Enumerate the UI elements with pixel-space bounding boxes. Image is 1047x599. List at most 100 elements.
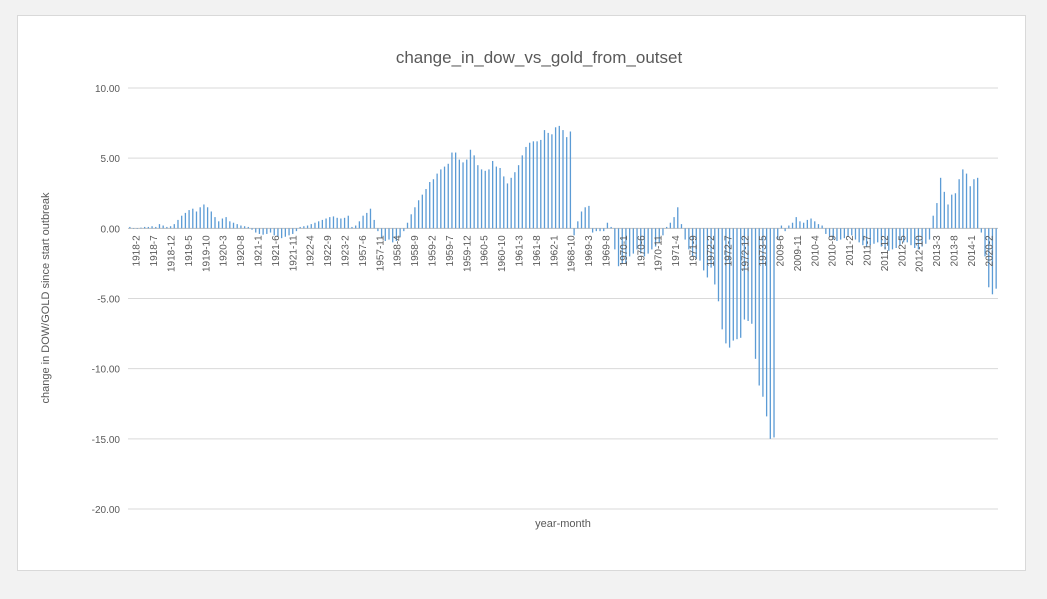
bar bbox=[321, 219, 324, 229]
bar bbox=[225, 217, 227, 229]
bar bbox=[188, 210, 190, 229]
bar bbox=[747, 228, 749, 321]
bar bbox=[480, 169, 483, 229]
bar bbox=[836, 228, 838, 241]
bar bbox=[721, 228, 723, 330]
bar bbox=[514, 172, 516, 229]
x-tick-label: 2010-4 bbox=[810, 235, 821, 267]
bar bbox=[310, 224, 312, 229]
bar bbox=[421, 194, 423, 229]
bar bbox=[136, 228, 138, 229]
bar bbox=[318, 221, 320, 229]
bar bbox=[621, 228, 623, 264]
bar bbox=[543, 130, 546, 229]
bar bbox=[380, 228, 383, 239]
y-axis-tick-labels: 10.00 5.00 0.00 -5.00 -10.00 -15.00 -20.00 bbox=[92, 84, 121, 516]
x-tick-label: 2014-1 bbox=[967, 235, 978, 267]
bar bbox=[943, 191, 945, 229]
bar bbox=[510, 177, 512, 229]
bar bbox=[195, 211, 198, 229]
bar bbox=[162, 225, 164, 229]
bar bbox=[299, 226, 301, 229]
bar bbox=[869, 228, 871, 246]
y-tick-label: 0.00 bbox=[101, 224, 121, 235]
bar bbox=[758, 228, 760, 386]
bar bbox=[184, 212, 187, 229]
bar bbox=[695, 228, 697, 260]
bar bbox=[821, 225, 823, 229]
bar bbox=[306, 225, 309, 229]
x-tick-label: 1921-1 bbox=[254, 235, 265, 267]
bar bbox=[288, 228, 290, 236]
bar bbox=[595, 228, 597, 232]
bar bbox=[329, 217, 331, 229]
bar bbox=[521, 155, 523, 229]
bar bbox=[477, 165, 479, 229]
bar bbox=[962, 169, 964, 229]
bar bbox=[384, 228, 386, 241]
bar bbox=[917, 228, 920, 250]
bar bbox=[277, 228, 279, 237]
bar bbox=[725, 228, 727, 344]
bar bbox=[144, 226, 146, 229]
bar bbox=[754, 228, 757, 359]
x-tick-label: 1970-6 bbox=[636, 235, 647, 267]
bar bbox=[362, 215, 364, 229]
bar bbox=[951, 194, 953, 229]
bar bbox=[647, 228, 649, 254]
bar bbox=[166, 226, 168, 229]
bar bbox=[584, 207, 586, 229]
bar bbox=[877, 228, 879, 243]
bar bbox=[425, 189, 427, 229]
bar bbox=[888, 228, 890, 251]
bar bbox=[891, 228, 894, 250]
bar bbox=[269, 228, 272, 233]
x-tick-label: 1923-2 bbox=[341, 235, 352, 267]
bar bbox=[939, 177, 942, 229]
bar bbox=[958, 179, 960, 229]
x-tick-label: 2010-9 bbox=[828, 235, 839, 267]
y-tick-label: -20.00 bbox=[92, 505, 121, 516]
bar bbox=[495, 166, 498, 229]
bar bbox=[784, 228, 786, 232]
bar bbox=[151, 226, 153, 229]
bar bbox=[429, 182, 431, 229]
bar bbox=[295, 228, 298, 232]
bar bbox=[677, 207, 679, 229]
bar bbox=[558, 125, 560, 229]
bar bbox=[351, 226, 353, 229]
y-tick-label: -10.00 bbox=[92, 365, 121, 376]
bar bbox=[632, 228, 634, 254]
bar bbox=[814, 221, 816, 229]
bar bbox=[899, 228, 901, 246]
x-tick-label: 1971-4 bbox=[671, 235, 682, 267]
x-tick-label: 1957-11 bbox=[375, 235, 386, 271]
bar bbox=[199, 207, 201, 229]
x-tick-label: 1958-4 bbox=[393, 235, 404, 267]
bar bbox=[932, 215, 934, 229]
bar bbox=[603, 228, 605, 232]
bar bbox=[177, 219, 179, 229]
bar bbox=[599, 228, 601, 232]
x-tick-label: 1920-3 bbox=[219, 235, 230, 267]
bar bbox=[673, 217, 675, 229]
bar bbox=[562, 130, 564, 229]
bar bbox=[902, 228, 905, 243]
x-tick-label: 1969-3 bbox=[584, 235, 595, 267]
bar bbox=[843, 228, 846, 239]
bar bbox=[388, 228, 390, 240]
bar bbox=[791, 222, 794, 229]
bar bbox=[610, 226, 612, 229]
bar bbox=[884, 228, 886, 250]
bar bbox=[851, 228, 853, 236]
y-tick-label: 10.00 bbox=[95, 84, 120, 95]
bar bbox=[169, 226, 172, 229]
y-axis-label: change in DOW/GOLD since start outbreak bbox=[40, 192, 52, 403]
bar bbox=[340, 218, 342, 229]
x-tick-label: 2009-11 bbox=[793, 235, 804, 271]
bar bbox=[395, 228, 398, 241]
bar bbox=[251, 228, 253, 230]
bar bbox=[243, 226, 246, 229]
bar bbox=[788, 225, 790, 229]
bar bbox=[969, 186, 971, 229]
